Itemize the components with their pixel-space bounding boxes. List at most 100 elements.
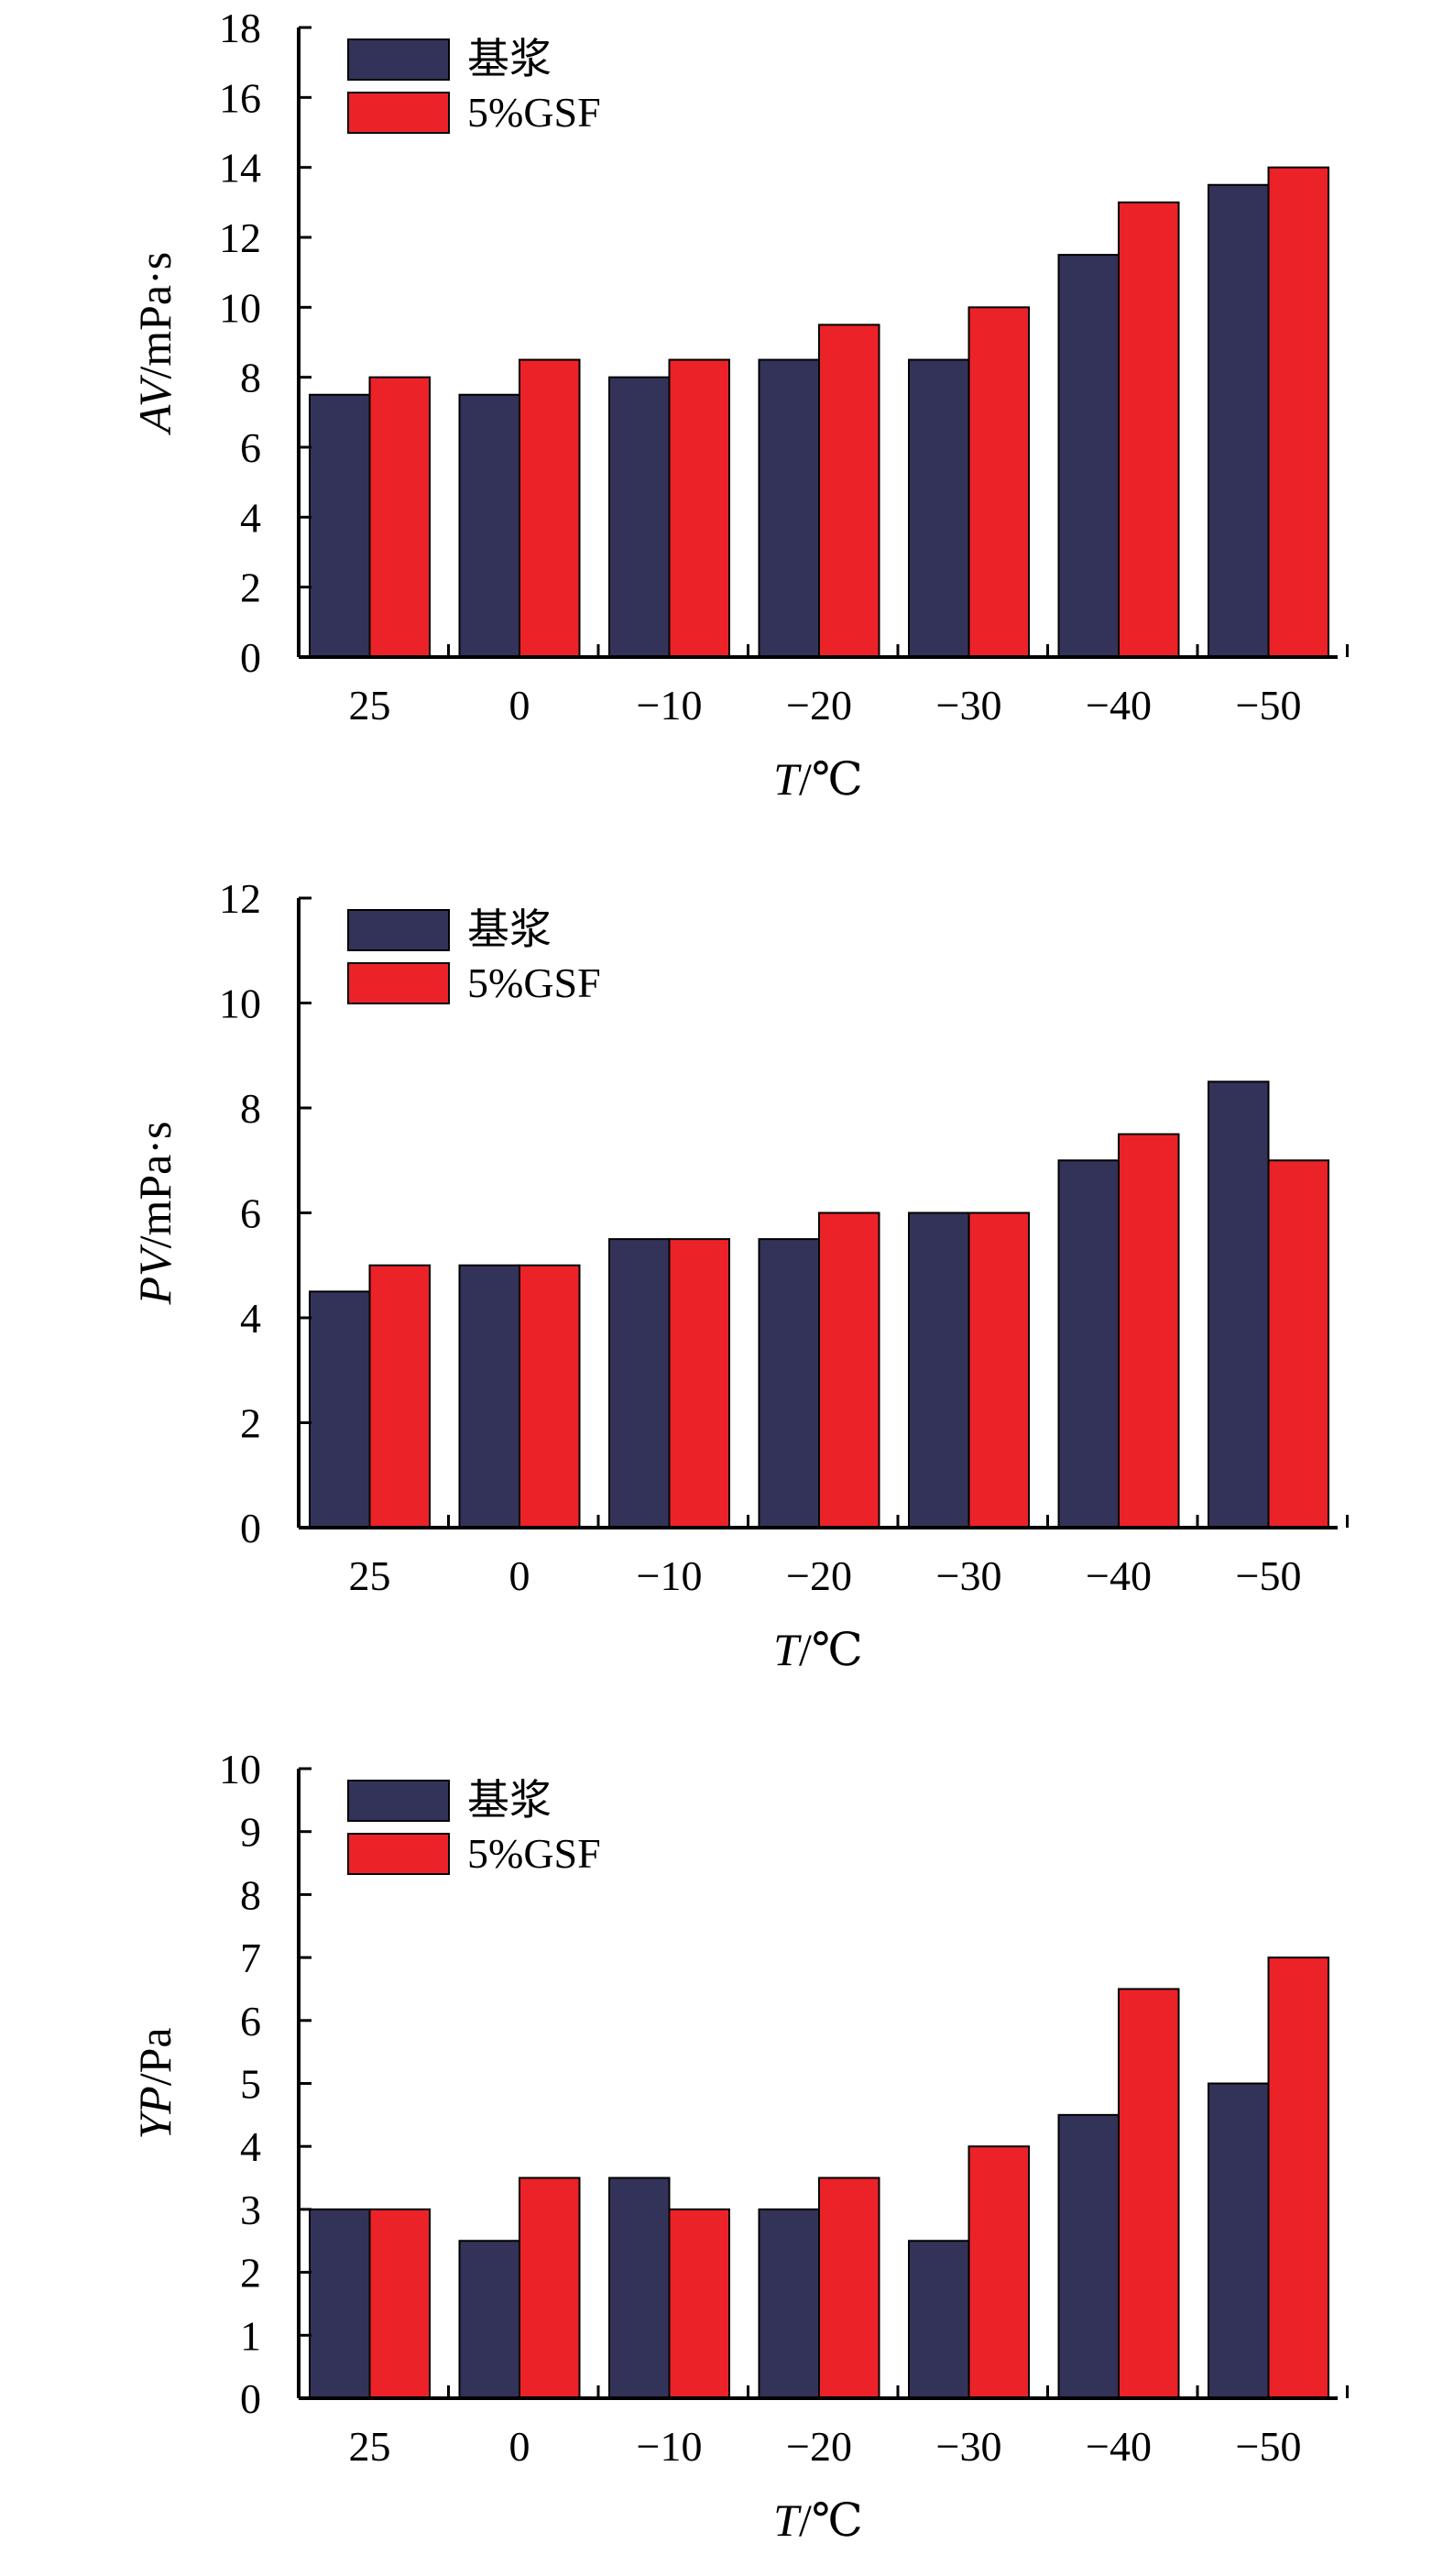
legend-swatch-gsf [347,962,450,1004]
bar-gsf-4 [967,306,1030,658]
x-tick-label: −30 [936,1552,1002,1599]
bar-base-3 [758,358,820,658]
bar-gsf-5 [1118,201,1180,658]
bar-gsf-6 [1267,1159,1329,1529]
bar-base-5 [1057,254,1120,658]
bar-base-4 [908,1211,970,1529]
y-tick-label: 6 [240,1998,261,2044]
y-tick-label: 10 [219,981,261,1027]
y-tick-label: 0 [240,1505,261,1551]
y-axis-unit: /mPa·s [129,1122,180,1249]
x-tick-label: −20 [786,2423,852,2470]
x-tick-label: −10 [637,682,703,729]
legend-swatch-gsf [347,92,450,134]
x-tick-label: −40 [1086,2423,1152,2470]
y-tick-label: 2 [240,1400,261,1447]
y-tick-label: 7 [240,1935,261,1981]
x-tick-label: 0 [509,682,530,729]
y-axis-title: YP/Pa [129,2027,180,2139]
x-tick-label: −50 [1236,2423,1302,2470]
y-axis-title: AV/mPa·s [129,252,180,436]
bar-base-6 [1208,2082,1270,2399]
x-axis-title: T/℃ [773,753,863,805]
x-tick-label: −10 [637,2423,703,2470]
x-tick-label: 0 [509,1552,530,1599]
bar-base-3 [758,2208,820,2399]
legend-label-gsf: 5%GSF [467,89,601,136]
y-tick-label: 8 [240,1085,261,1132]
y-axis-var: AV [129,374,180,435]
bar-base-0 [309,393,371,658]
y-tick-label: 4 [240,2123,261,2170]
bar-gsf-4 [967,1211,1030,1529]
y-tick-label: 3 [240,2187,261,2233]
y-tick-label: 8 [240,1871,261,1918]
bar-gsf-2 [668,2208,730,2399]
x-tick-label: −40 [1086,1552,1152,1599]
bar-base-2 [608,2176,671,2400]
y-axis-unit: /mPa·s [129,252,180,379]
x-tick-label: 0 [509,2423,530,2470]
bar-gsf-0 [368,1264,431,1529]
x-axis-var: T [773,753,802,805]
x-axis-unit: /℃ [799,2494,863,2546]
x-tick-label: −20 [786,682,852,729]
legend-label-base: 基浆 [467,1777,552,1824]
bar-base-1 [458,393,520,658]
y-tick-label: 16 [219,74,261,121]
y-axis-title: PV/mPa·s [129,1122,180,1306]
bar-base-5 [1057,1159,1120,1529]
y-tick-label: 6 [240,1190,261,1237]
y-tick-label: 12 [219,214,261,261]
bar-gsf-4 [967,2145,1030,2399]
bar-base-2 [608,1238,671,1529]
legend-label-gsf: 5%GSF [467,1830,601,1877]
bar-gsf-1 [519,358,581,658]
bar-gsf-1 [519,2176,581,2400]
x-axis-title: T/℃ [773,1624,863,1675]
x-tick-label: 25 [349,1552,391,1599]
x-tick-label: −40 [1086,682,1152,729]
legend-swatch-base [347,38,450,81]
x-tick-label: −20 [786,1552,852,1599]
y-axis-var: YP [129,2086,180,2139]
y-tick-label: 10 [219,1746,261,1792]
y-tick-label: 10 [219,284,261,331]
bar-base-2 [608,376,671,658]
bar-gsf-2 [668,1238,730,1529]
bar-gsf-6 [1267,166,1329,658]
x-axis-title: T/℃ [773,2494,863,2546]
legend-swatch-base [347,909,450,951]
x-tick-label: 25 [349,2423,391,2470]
y-tick-label: 5 [240,2061,261,2108]
bar-gsf-6 [1267,1957,1329,2400]
y-tick-label: 1 [240,2312,261,2359]
bar-base-3 [758,1238,820,1529]
y-tick-label: 12 [219,875,261,922]
bar-base-4 [908,358,970,658]
x-tick-label: −50 [1236,1552,1302,1599]
y-tick-label: 4 [240,1295,261,1342]
x-axis-var: T [773,2494,802,2546]
x-axis-var: T [773,1624,802,1675]
bar-base-0 [309,1290,371,1529]
y-tick-label: 6 [240,424,261,471]
bar-gsf-0 [368,2208,431,2399]
legend-label-base: 基浆 [467,36,552,82]
y-tick-label: 0 [240,2375,261,2422]
chart-panel-2: 0 2 4 6 8 10 12 25 0 −10 −20 −30 −40 −50 T/℃ PV/mPa·s 基浆… [129,875,1349,1675]
x-axis-unit: /℃ [799,753,863,805]
x-tick-label: −10 [637,1552,703,1599]
bar-base-1 [458,2240,520,2399]
bar-base-5 [1057,2113,1120,2400]
y-axis-var: PV [129,1244,180,1306]
y-tick-label: 8 [240,355,261,401]
legend-label-base: 基浆 [467,906,552,953]
bar-gsf-5 [1118,1133,1180,1529]
bar-gsf-0 [368,376,431,658]
bar-base-0 [309,2208,371,2399]
y-tick-label: 9 [240,1809,261,1856]
x-tick-label: −50 [1236,682,1302,729]
legend-swatch-gsf [347,1833,450,1875]
